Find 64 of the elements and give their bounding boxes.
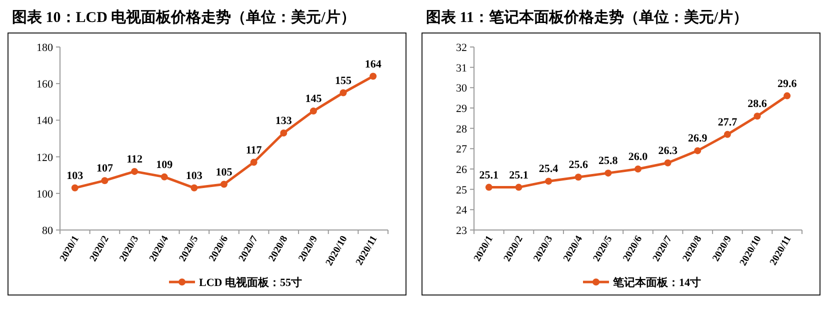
- y-tick-label: 30: [456, 82, 468, 95]
- point: [370, 72, 377, 80]
- y-tick-label: 24: [456, 204, 468, 217]
- y-tick-label: 29: [456, 103, 468, 115]
- data-label: 105: [216, 166, 233, 178]
- data-label: 109: [156, 158, 174, 171]
- point: [545, 178, 552, 185]
- point: [250, 158, 258, 166]
- data-label: 155: [335, 74, 352, 87]
- point: [634, 166, 642, 172]
- data-label: 103: [66, 170, 84, 182]
- legend-label: LCD 电视面板：55寸: [199, 276, 302, 289]
- point: [694, 147, 702, 154]
- point: [604, 170, 612, 177]
- data-label: 26.9: [688, 132, 708, 145]
- data-label: 112: [126, 153, 143, 166]
- data-label: 25.6: [568, 159, 588, 172]
- y-tick-label: 27: [456, 144, 468, 156]
- y-tick-label: 120: [36, 152, 54, 164]
- y-tick-label: 32: [456, 42, 467, 54]
- y-tick-label: 160: [36, 78, 54, 91]
- y-tick-label: 26: [456, 164, 468, 176]
- data-label: 25.1: [479, 169, 499, 182]
- data-label: 25.1: [509, 169, 528, 182]
- point: [101, 177, 108, 184]
- y-tick-label: 25: [456, 184, 468, 196]
- data-label: 27.7: [718, 116, 738, 128]
- point: [574, 174, 582, 181]
- data-label: 29.6: [777, 78, 798, 90]
- data-label: 117: [246, 144, 262, 156]
- point: [190, 184, 198, 192]
- data-label: 25.4: [538, 163, 559, 176]
- point: [160, 173, 168, 180]
- point: [485, 184, 492, 191]
- point: [131, 168, 138, 175]
- point: [784, 92, 791, 100]
- point: [71, 184, 78, 192]
- y-tick-label: 28: [456, 123, 468, 136]
- data-label: 25.8: [598, 155, 618, 168]
- chart-title: 图表 11：笔记本面板价格走势（单位：美元/片）: [426, 8, 748, 26]
- data-label: 145: [305, 93, 322, 106]
- y-tick-label: 180: [36, 42, 54, 54]
- point: [310, 108, 317, 115]
- y-tick-label: 31: [456, 62, 467, 74]
- point: [754, 112, 761, 120]
- y-tick-label: 100: [36, 188, 54, 200]
- point: [340, 89, 347, 96]
- data-label: 26.3: [658, 144, 678, 157]
- data-label: 107: [96, 162, 114, 175]
- data-label: 26.0: [628, 151, 648, 163]
- point: [724, 130, 731, 138]
- data-label: 28.6: [748, 98, 768, 110]
- data-label: 164: [364, 58, 382, 70]
- data-label: 133: [275, 115, 292, 128]
- y-tick-label: 80: [42, 225, 54, 237]
- legend-label: 笔记本面板：14寸: [612, 276, 701, 289]
- y-tick-label: 23: [456, 225, 468, 237]
- point: [515, 184, 522, 191]
- point: [280, 130, 288, 137]
- data-label: 103: [186, 170, 203, 182]
- point: [220, 180, 228, 188]
- y-tick-label: 140: [36, 115, 54, 128]
- chart-title: 图表 10：LCD 电视面板价格走势（单位：美元/片）: [12, 8, 356, 26]
- point: [664, 159, 672, 166]
